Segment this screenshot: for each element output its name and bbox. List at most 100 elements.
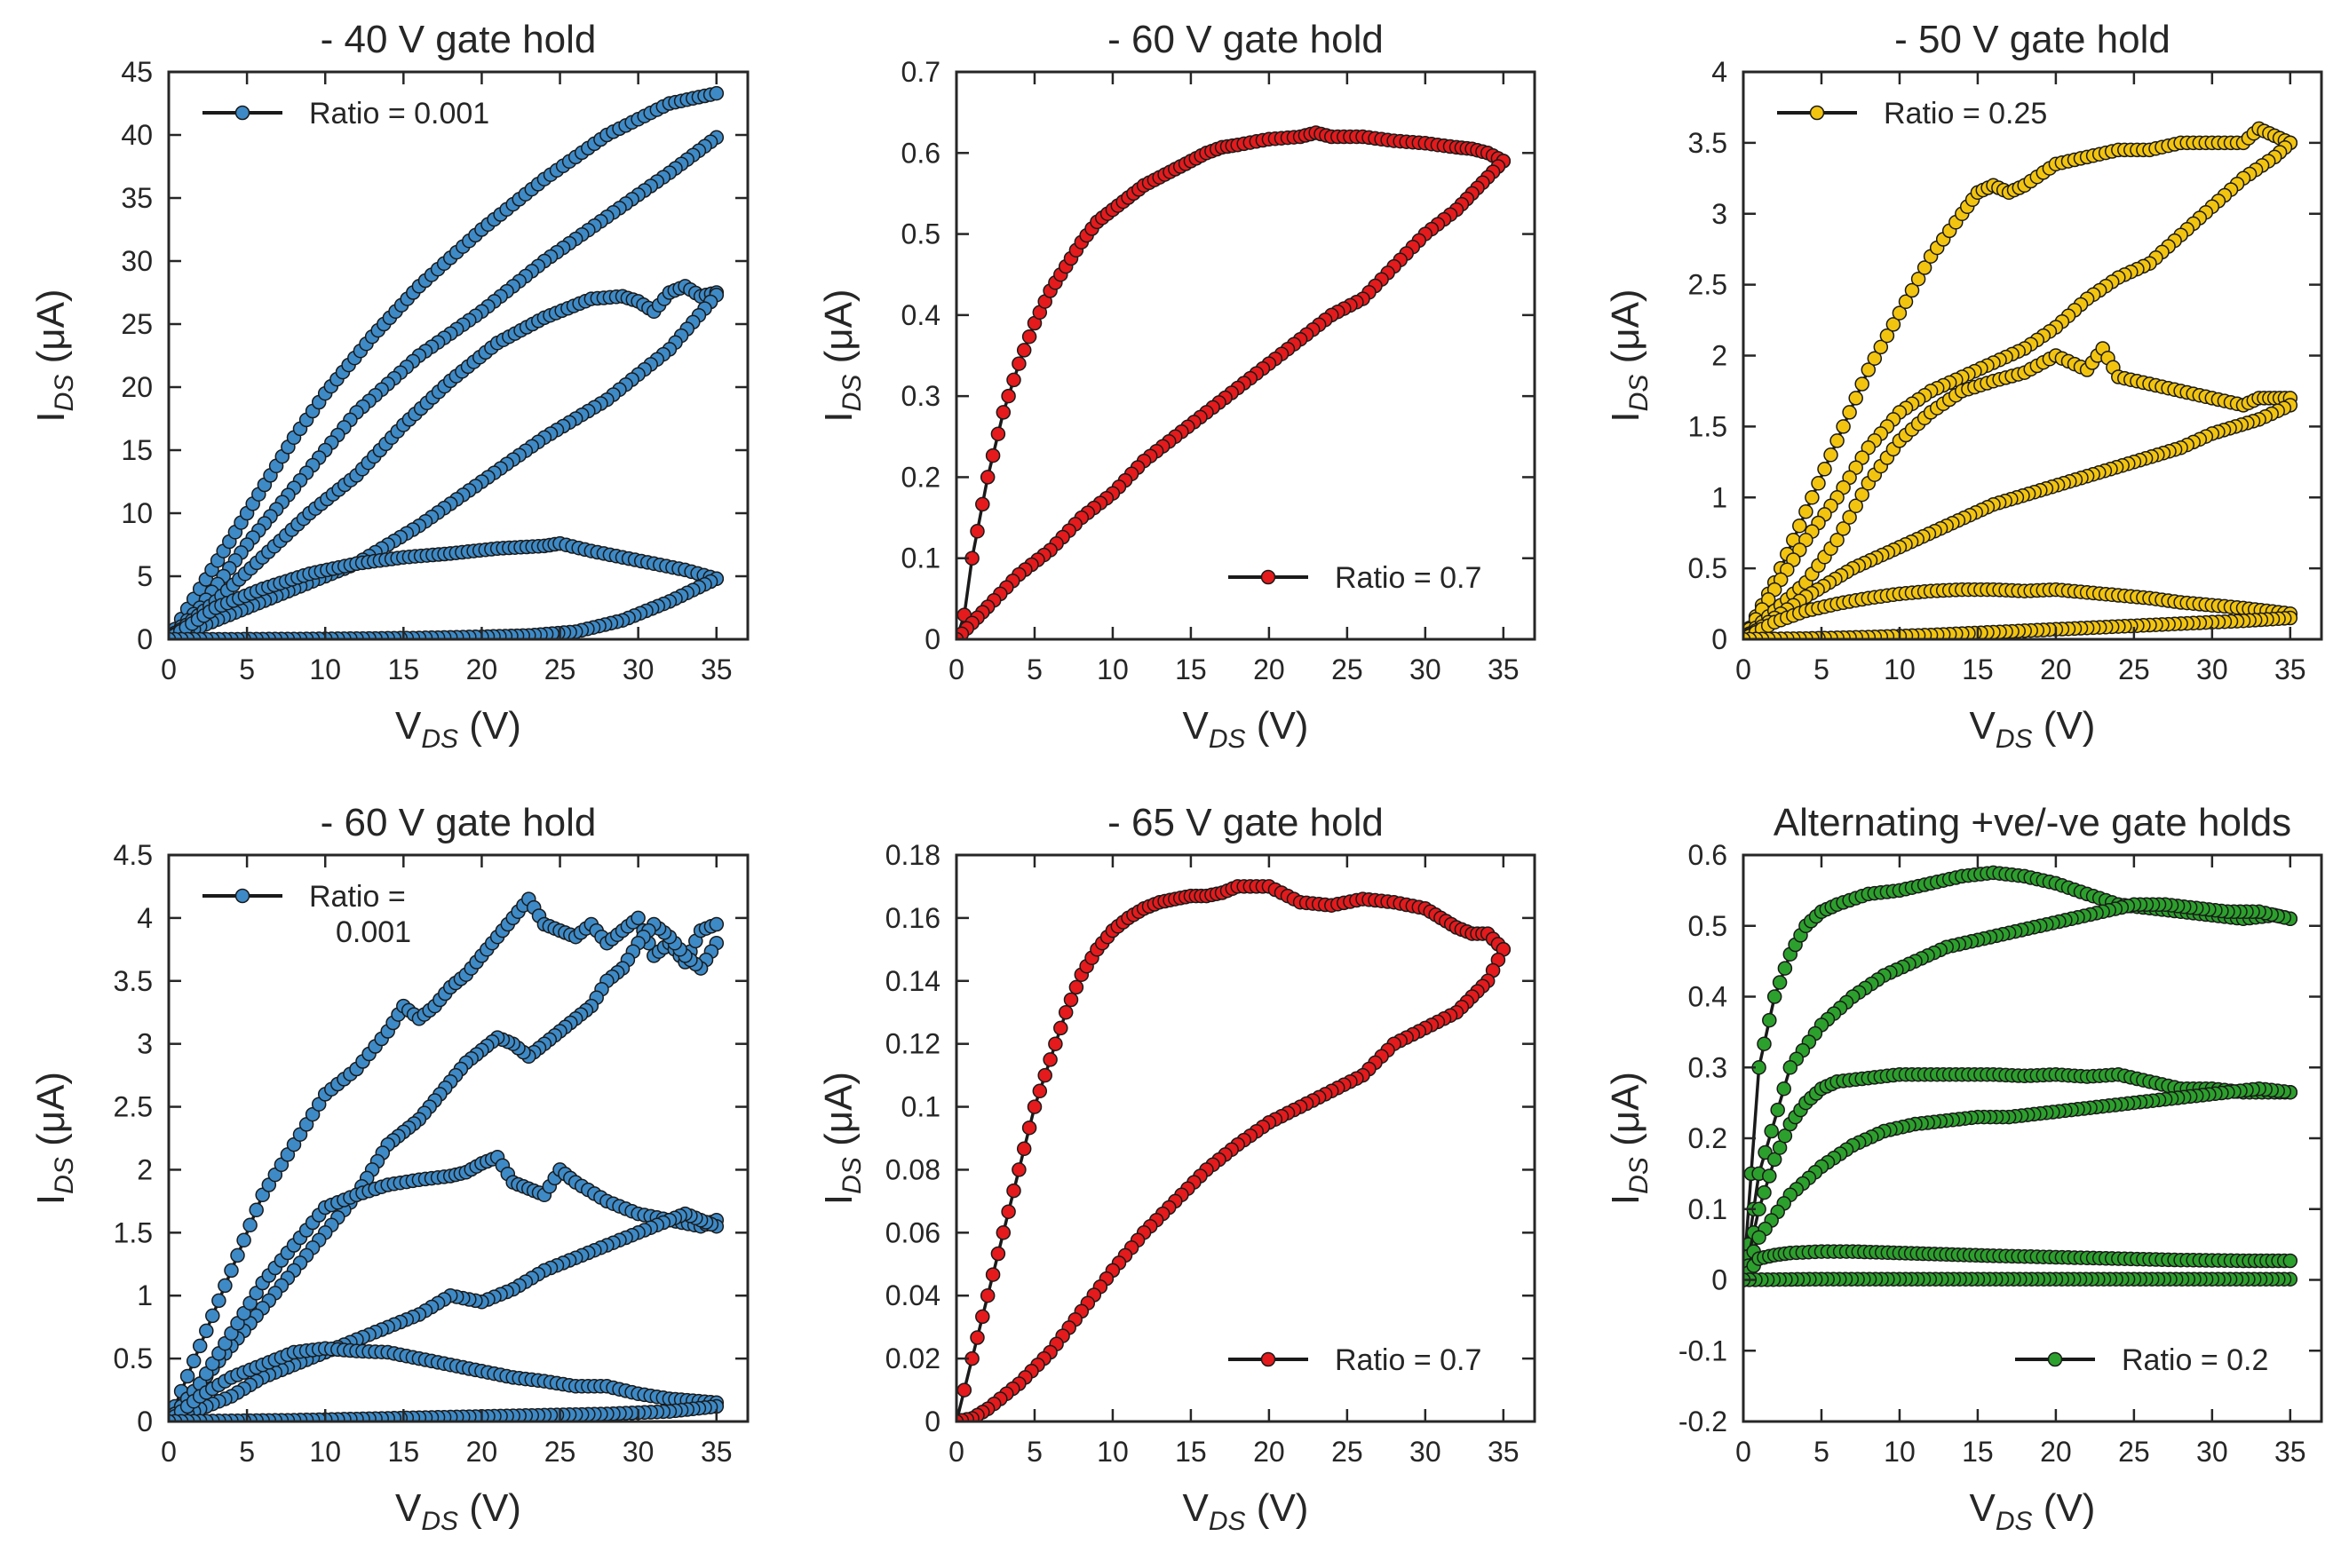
- data-point: [1792, 518, 1807, 534]
- x-axis-label-sub: DS: [1209, 1507, 1246, 1536]
- data-point: [1829, 433, 1845, 448]
- legend-label: 0.001: [336, 915, 411, 949]
- data-point: [1898, 294, 1914, 310]
- y-tick-label: 0.2: [1688, 1122, 1727, 1154]
- x-axis-label-unit: (V): [1246, 704, 1309, 748]
- x-tick-label: 25: [544, 653, 576, 685]
- x-tick-label: 30: [623, 653, 655, 685]
- data-point: [709, 85, 725, 101]
- legend-label: Ratio = 0.2: [2122, 1343, 2268, 1377]
- y-tick-label: 0.6: [901, 137, 940, 169]
- y-tick-label: 0.1: [901, 542, 940, 574]
- data-point: [1904, 282, 1920, 298]
- data-point: [2282, 1253, 2298, 1269]
- chart-title: - 65 V gate hold: [1107, 801, 1384, 844]
- data-point: [1836, 521, 1851, 536]
- plot-area: [956, 879, 1512, 1421]
- x-tick-label: 20: [1253, 1436, 1285, 1468]
- data-point: [205, 1308, 220, 1324]
- legend: Ratio = 0.7: [1228, 561, 1481, 595]
- y-axis-label-unit: (μA): [29, 1072, 73, 1157]
- data-point: [1867, 351, 1883, 366]
- plot-area: [169, 891, 725, 1421]
- y-axis-label: IDS (μA): [1604, 1072, 1654, 1205]
- data-point: [1798, 503, 1813, 519]
- y-tick-label: 5: [137, 560, 153, 592]
- x-tick-label: 20: [2040, 1436, 2072, 1468]
- y-tick-label: 35: [121, 182, 153, 214]
- data-point: [1772, 975, 1788, 990]
- legend-label: Ratio = 0.7: [1335, 561, 1481, 595]
- y-tick-label: 1.5: [1688, 410, 1727, 442]
- y-tick-label: 4: [137, 902, 153, 934]
- x-tick-label: 5: [1813, 1436, 1829, 1468]
- plot-area: [956, 125, 1512, 639]
- data-point: [1012, 356, 1027, 371]
- y-tick-label: 45: [121, 56, 153, 88]
- x-axis-label: VDS (V): [1183, 1486, 1309, 1536]
- x-axis-label-sub: DS: [1996, 1507, 2033, 1536]
- x-axis-label: VDS (V): [1183, 704, 1309, 754]
- data-point: [1048, 1036, 1063, 1051]
- y-tick-label: 0: [925, 1406, 940, 1437]
- y-tick-label: 0.3: [901, 380, 940, 412]
- y-tick-label: 1: [1711, 481, 1727, 513]
- y-tick-label: 3.5: [114, 965, 153, 997]
- data-point: [230, 1247, 245, 1263]
- y-tick-label: 0: [137, 623, 153, 655]
- y-axis-label-sub: DS: [50, 375, 79, 412]
- y-axis-label-main: I: [29, 1194, 73, 1205]
- x-tick-label: 35: [701, 653, 733, 685]
- x-tick-label: 15: [1175, 653, 1207, 685]
- legend-label: Ratio = 0.25: [1884, 97, 2047, 131]
- y-axis-label: IDS (μA): [817, 289, 867, 422]
- x-axis-label-main: V: [395, 704, 422, 748]
- x-tick-label: 10: [1884, 1436, 1916, 1468]
- data-point: [1854, 376, 1869, 392]
- y-axis-label-main: I: [1604, 1194, 1647, 1205]
- data-point: [956, 1382, 972, 1398]
- data-point: [1006, 372, 1021, 388]
- data-point: [1762, 1168, 1777, 1184]
- x-tick-label: 20: [1253, 653, 1285, 685]
- data-point: [1817, 462, 1832, 477]
- y-axis-label-sub: DS: [1624, 1157, 1654, 1194]
- y-tick-label: 2: [137, 1153, 153, 1185]
- chart-panel-5: - 65 V gate hold 0 5 10 15 20 25 30 35 0 0.02 0.04 0…: [817, 801, 1536, 1536]
- x-axis-label-main: V: [1183, 1486, 1210, 1530]
- x-axis-label-main: V: [1970, 704, 1996, 748]
- y-tick-label: 0.06: [885, 1216, 940, 1248]
- data-point: [1776, 1081, 1791, 1097]
- x-axis-label-main: V: [1970, 1486, 1996, 1530]
- x-tick-label: 30: [1409, 653, 1441, 685]
- axes-frame: [955, 853, 1536, 1423]
- data-point: [1764, 1123, 1779, 1139]
- y-tick-label: 20: [121, 371, 153, 403]
- x-tick-label: 10: [1884, 653, 1916, 685]
- series-line-1: [169, 896, 718, 1421]
- x-tick-label: 5: [1027, 1436, 1043, 1468]
- y-axis-label-unit: (μA): [817, 289, 861, 374]
- legend-label: Ratio = 0.7: [1335, 1343, 1481, 1377]
- chart-title: - 60 V gate hold: [321, 801, 597, 844]
- data-point: [1016, 343, 1032, 358]
- x-axis-label-unit: (V): [2033, 1486, 2096, 1530]
- x-tick-label: 20: [466, 1436, 498, 1468]
- y-tick-label: 0.18: [885, 839, 940, 871]
- data-point: [1001, 1204, 1016, 1219]
- x-axis-label-main: V: [395, 1486, 422, 1530]
- legend-marker: [1260, 1351, 1276, 1367]
- legend-label: Ratio = 0.001: [309, 97, 489, 131]
- x-tick-label: 35: [701, 1436, 733, 1468]
- data-point: [1811, 476, 1826, 491]
- y-tick-label: 40: [121, 119, 153, 151]
- data-point: [996, 405, 1012, 420]
- y-axis-label-sub: DS: [1624, 375, 1654, 412]
- y-axis-label-unit: (μA): [29, 289, 73, 374]
- x-tick-label: 30: [1409, 1436, 1441, 1468]
- data-point: [1021, 329, 1037, 344]
- x-tick-label: 5: [239, 653, 255, 685]
- data-point: [996, 1225, 1012, 1240]
- data-point: [1037, 1067, 1052, 1083]
